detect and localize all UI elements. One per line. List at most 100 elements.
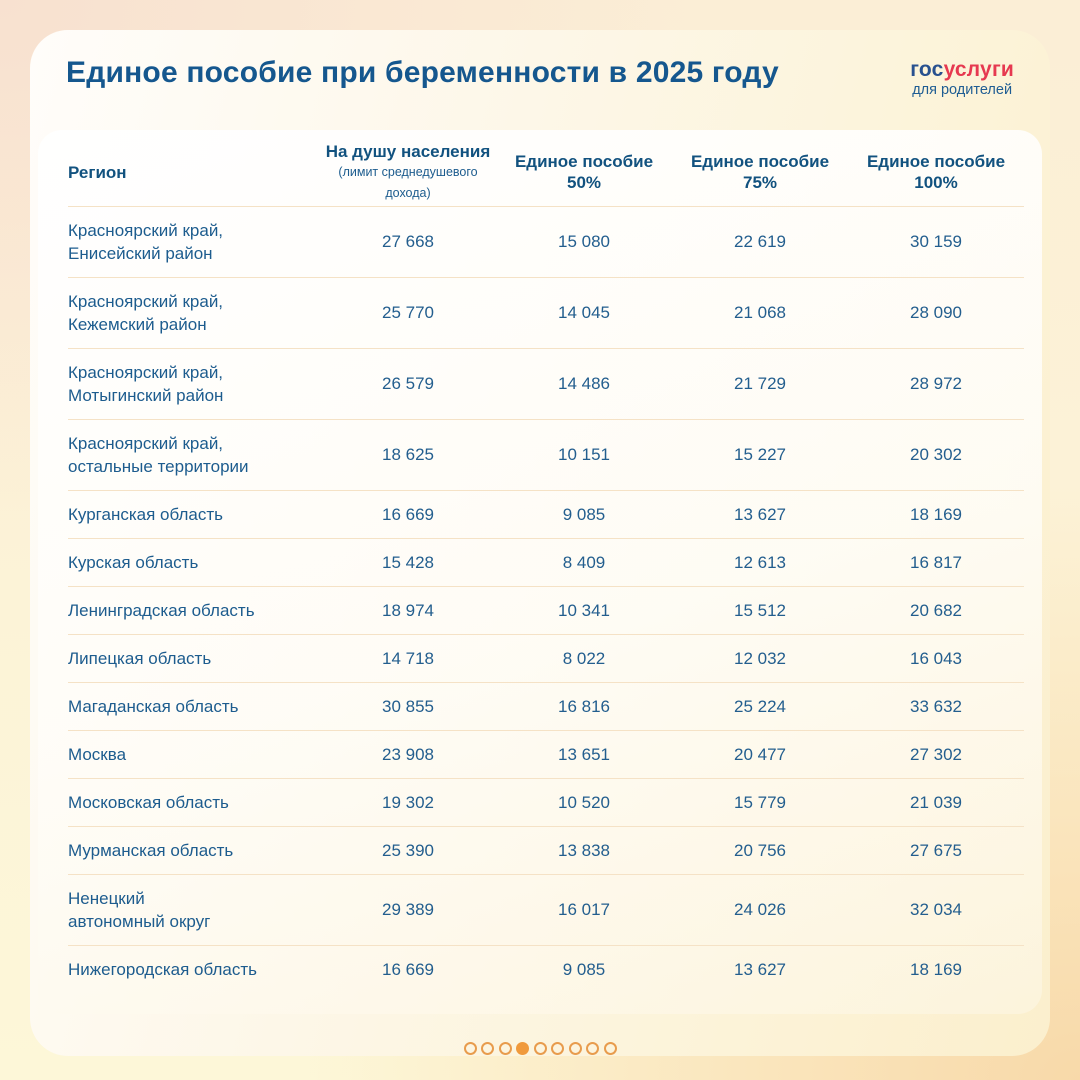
cell-per-capita: 18 625 bbox=[382, 445, 434, 464]
cell-benefit-50: 8 409 bbox=[562, 552, 606, 572]
region-name: Нижегородская область bbox=[68, 960, 257, 979]
cell-benefit-100: 18 169 bbox=[910, 504, 962, 524]
region-name: Московская область bbox=[68, 793, 229, 812]
cell-benefit-50: 9 085 bbox=[562, 504, 606, 524]
table-row: Ненецкий автономный округ 29 389 16 017 24 0… bbox=[68, 874, 1024, 945]
pagination-dot[interactable] bbox=[481, 1042, 494, 1055]
cell-benefit-50: 14 045 bbox=[558, 303, 610, 322]
region-name: Красноярский край, остальные территории bbox=[68, 434, 249, 476]
pagination-dot[interactable] bbox=[498, 1042, 512, 1055]
table-row: Липецкая область 14 718 8 022 12 032 16 043 bbox=[68, 634, 1024, 682]
pagination-dot-active[interactable] bbox=[516, 1042, 529, 1055]
main-card: Единое пособие при беременности в 2025 г… bbox=[30, 30, 1050, 1056]
cell-benefit-75: 12 032 bbox=[734, 648, 786, 668]
region-name: Ленинградская область bbox=[68, 601, 255, 620]
table-row: Красноярский край, остальные территории 18… bbox=[68, 419, 1024, 490]
cell-benefit-100: 33 632 bbox=[910, 696, 962, 716]
region-name: Ненецкий автономный округ bbox=[68, 889, 211, 931]
table-row: Москва 23 908 13 651 20 477 27 302 bbox=[68, 730, 1024, 778]
cell-per-capita: 23 908 bbox=[382, 744, 434, 764]
region-name: Курганская область bbox=[68, 505, 223, 524]
table-header-row: Регион На душу населения (лимит среднедуше… bbox=[68, 138, 1024, 206]
pagination-dot[interactable] bbox=[586, 1042, 599, 1055]
table-row: Мурманская область 25 390 13 838 20 756 27 6… bbox=[68, 826, 1024, 874]
cell-benefit-100: 27 302 bbox=[910, 744, 962, 764]
cell-per-capita: 19 302 bbox=[382, 792, 434, 812]
logo-subtitle: для родителей bbox=[912, 82, 1013, 98]
cell-benefit-75: 20 477 bbox=[734, 744, 786, 764]
cell-benefit-100: 27 675 bbox=[910, 840, 962, 860]
cell-benefit-75: 12 613 bbox=[734, 552, 786, 572]
cell-per-capita: 16 669 bbox=[382, 959, 434, 979]
cell-benefit-50: 13 651 bbox=[558, 744, 610, 764]
cell-benefit-50: 10 341 bbox=[558, 600, 610, 620]
cell-benefit-50: 14 486 bbox=[558, 374, 610, 393]
region-name: Красноярский край, Кежемский район bbox=[68, 292, 224, 334]
cell-benefit-50: 8 022 bbox=[562, 648, 606, 668]
cell-benefit-100: 20 302 bbox=[910, 445, 962, 464]
logo-text-gos: гос bbox=[910, 58, 944, 81]
table-row: Красноярский край, Енисейский район 27 668… bbox=[68, 206, 1024, 277]
column-header-benefit-100: Единое пособие 100% bbox=[866, 152, 1006, 192]
pagination-dot[interactable] bbox=[533, 1042, 547, 1055]
cell-per-capita: 15 428 bbox=[382, 552, 434, 572]
table-row: Магаданская область 30 855 16 816 25 224 33 … bbox=[68, 682, 1024, 730]
column-header-per-capita: На душу населения (лимит среднедушевого д… bbox=[325, 141, 491, 200]
column-header-benefit-75: Единое пособие 75% bbox=[690, 152, 830, 192]
cell-benefit-75: 15 227 bbox=[734, 445, 786, 464]
cell-benefit-100: 32 034 bbox=[910, 900, 962, 919]
benefits-table: Регион На душу населения (лимит среднедуше… bbox=[38, 130, 1042, 1014]
cell-benefit-50: 16 017 bbox=[558, 900, 610, 919]
region-name: Красноярский край, Мотыгинский район bbox=[68, 363, 224, 405]
table-row: Ленинградская область 18 974 10 341 15 512 2… bbox=[68, 586, 1024, 634]
cell-benefit-75: 15 512 bbox=[734, 600, 786, 620]
cell-per-capita: 26 579 bbox=[382, 374, 434, 393]
region-name: Курская область bbox=[68, 553, 199, 572]
cell-benefit-100: 28 090 bbox=[910, 303, 962, 322]
table-row: Курганская область 16 669 9 085 13 627 18 16… bbox=[68, 490, 1024, 538]
cell-benefit-75: 13 627 bbox=[734, 504, 786, 524]
table-row: Красноярский край, Мотыгинский район 26 57… bbox=[68, 348, 1024, 419]
cell-per-capita: 27 668 bbox=[382, 232, 434, 251]
pagination-dot[interactable] bbox=[568, 1042, 582, 1055]
cell-benefit-75: 13 627 bbox=[734, 959, 786, 979]
table-row: Курская область 15 428 8 409 12 613 16 817 bbox=[68, 538, 1024, 586]
cell-benefit-75: 22 619 bbox=[734, 232, 786, 251]
cell-per-capita: 16 669 bbox=[382, 504, 434, 524]
region-name: Москва bbox=[68, 745, 127, 764]
card-header: Единое пособие при беременности в 2025 г… bbox=[30, 30, 1050, 98]
cell-benefit-75: 20 756 bbox=[734, 840, 786, 860]
cell-per-capita: 25 390 bbox=[382, 840, 434, 860]
cell-per-capita: 18 974 bbox=[382, 600, 434, 620]
cell-benefit-75: 21 068 bbox=[734, 303, 786, 322]
table-row: Нижегородская область 16 669 9 085 13 627 18… bbox=[68, 945, 1024, 993]
cell-benefit-75: 25 224 bbox=[734, 696, 786, 716]
logo-wordmark: госуслуги bbox=[910, 59, 1014, 81]
cell-benefit-100: 21 039 bbox=[910, 792, 962, 812]
pagination-dot[interactable] bbox=[603, 1042, 617, 1055]
cell-per-capita: 29 389 bbox=[382, 900, 434, 919]
pagination-dot[interactable] bbox=[463, 1042, 477, 1055]
cell-per-capita: 14 718 bbox=[382, 648, 434, 668]
table-row: Московская область 19 302 10 520 15 779 21 0… bbox=[68, 778, 1024, 826]
cell-benefit-75: 24 026 bbox=[734, 900, 786, 919]
cell-benefit-50: 16 816 bbox=[558, 696, 610, 716]
cell-benefit-50: 15 080 bbox=[558, 232, 610, 251]
cell-benefit-100: 16 817 bbox=[910, 552, 962, 572]
cell-benefit-100: 20 682 bbox=[910, 600, 962, 620]
region-name: Липецкая область bbox=[68, 649, 212, 668]
cell-benefit-50: 9 085 bbox=[562, 959, 606, 979]
column-header-benefit-50: Единое пособие 50% bbox=[514, 152, 654, 192]
cell-benefit-75: 21 729 bbox=[734, 374, 786, 393]
cell-benefit-100: 30 159 bbox=[910, 232, 962, 251]
cell-benefit-75: 15 779 bbox=[734, 792, 786, 812]
gosuslugi-logo: госуслуги для родителей bbox=[910, 56, 1014, 99]
region-name: Красноярский край, Енисейский район bbox=[68, 221, 224, 263]
cell-per-capita: 30 855 bbox=[382, 696, 434, 716]
table-row: Красноярский край, Кежемский район 25 770 1… bbox=[68, 277, 1024, 348]
pagination-dot[interactable] bbox=[551, 1042, 564, 1055]
region-name: Магаданская область bbox=[68, 697, 239, 716]
page-title: Единое пособие при беременности в 2025 г… bbox=[66, 56, 779, 89]
cell-benefit-100: 18 169 bbox=[910, 959, 962, 979]
